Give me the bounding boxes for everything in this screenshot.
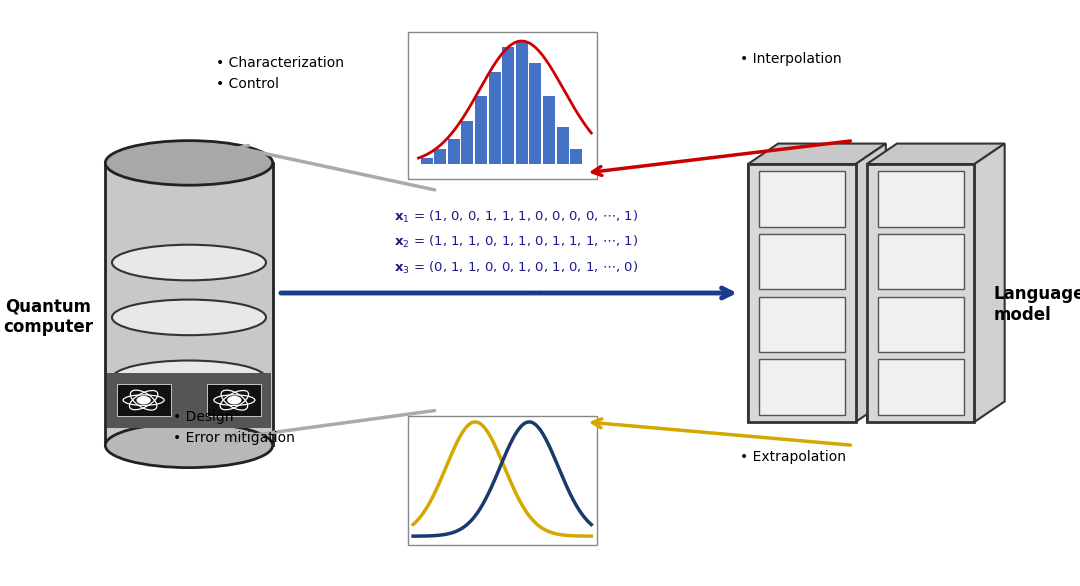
Text: Quantum
computer: Quantum computer xyxy=(3,297,94,336)
Bar xyxy=(516,41,528,164)
Bar xyxy=(867,164,974,422)
Polygon shape xyxy=(748,144,886,164)
Bar xyxy=(877,171,963,227)
Text: $\mathbf{x}_2$ = (1, 1, 1, 0, 1, 1, 0, 1, 1, 1, $\cdots$, 1): $\mathbf{x}_2$ = (1, 1, 1, 0, 1, 1, 0, 1… xyxy=(394,234,638,250)
Bar xyxy=(502,47,514,164)
Bar xyxy=(556,127,568,164)
Circle shape xyxy=(228,397,241,404)
Ellipse shape xyxy=(112,360,266,396)
Bar xyxy=(748,164,855,422)
Polygon shape xyxy=(867,164,974,422)
Polygon shape xyxy=(855,144,886,422)
Bar xyxy=(434,149,446,164)
Text: $\mathbf{x}_1$ = (1, 0, 0, 1, 1, 1, 0, 0, 0, 0, $\cdots$, 1): $\mathbf{x}_1$ = (1, 0, 0, 1, 1, 1, 0, 0… xyxy=(394,209,638,225)
Text: • Extrapolation: • Extrapolation xyxy=(740,450,846,464)
Bar xyxy=(448,139,460,164)
Bar xyxy=(421,158,433,164)
Polygon shape xyxy=(748,164,855,422)
FancyBboxPatch shape xyxy=(117,384,171,416)
Text: Language
model: Language model xyxy=(994,285,1080,324)
Bar xyxy=(107,373,271,428)
Bar xyxy=(877,359,963,415)
Bar xyxy=(759,297,845,352)
Bar xyxy=(408,416,596,545)
Bar xyxy=(475,97,487,164)
Bar xyxy=(877,297,963,352)
Ellipse shape xyxy=(112,299,266,335)
Polygon shape xyxy=(867,144,1004,164)
Bar xyxy=(877,234,963,289)
Text: • Characterization
• Control: • Characterization • Control xyxy=(216,56,345,91)
Bar xyxy=(408,32,596,179)
Bar xyxy=(543,97,555,164)
Text: ...: ... xyxy=(528,282,541,296)
Bar xyxy=(759,171,845,227)
Ellipse shape xyxy=(106,141,272,185)
Text: • Design
• Error mitigation: • Design • Error mitigation xyxy=(173,410,295,445)
FancyBboxPatch shape xyxy=(207,384,261,416)
Bar xyxy=(488,72,500,164)
Bar xyxy=(529,63,541,164)
Polygon shape xyxy=(974,144,1004,422)
Circle shape xyxy=(137,397,150,404)
Bar xyxy=(105,163,273,445)
Ellipse shape xyxy=(112,245,266,280)
Bar xyxy=(759,234,845,289)
Bar xyxy=(461,121,473,164)
Ellipse shape xyxy=(106,423,272,468)
Text: • Interpolation: • Interpolation xyxy=(740,52,841,66)
Text: $\mathbf{x}_3$ = (0, 1, 1, 0, 0, 1, 0, 1, 0, 1, $\cdots$, 0): $\mathbf{x}_3$ = (0, 1, 1, 0, 0, 1, 0, 1… xyxy=(394,260,638,276)
Bar xyxy=(759,359,845,415)
Bar xyxy=(570,149,582,164)
